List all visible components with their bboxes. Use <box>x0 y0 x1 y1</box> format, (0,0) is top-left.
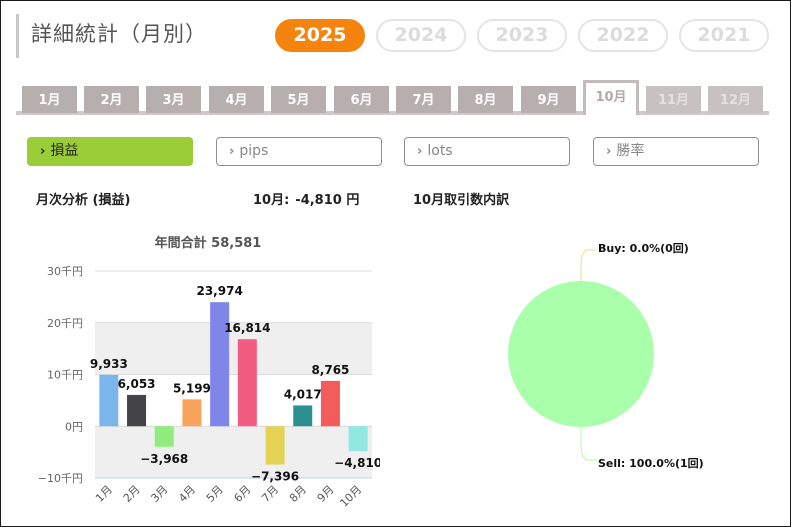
x-tick-label: 4月 <box>176 483 198 505</box>
x-tick-label: 9月 <box>315 483 337 505</box>
x-tick-label: 7月 <box>259 483 281 505</box>
bar <box>154 426 174 447</box>
month-tab-9[interactable]: 9月 <box>521 86 576 113</box>
bar <box>99 374 119 427</box>
trade-breakdown-pie-chart: Buy: 0.0%(0回) Sell: 100.0%(1回) <box>508 241 704 470</box>
pie-connector <box>580 249 596 282</box>
bar <box>237 339 257 427</box>
year-tab-2022[interactable]: 2022 <box>578 19 668 52</box>
month-summary: 10月: -4,810 円 <box>253 189 365 208</box>
year-tab-2025[interactable]: 2025 <box>275 19 365 52</box>
year-tab-2023[interactable]: 2023 <box>477 19 567 52</box>
metric-tab-label: 勝率 <box>616 143 645 159</box>
month-tab-3[interactable]: 3月 <box>146 86 201 113</box>
y-tick-label: 10千円 <box>47 369 83 382</box>
data-label: 16,814 <box>224 321 270 335</box>
metric-tab-label: 損益 <box>50 143 79 159</box>
month-tab-2[interactable]: 2月 <box>84 86 139 113</box>
metric-tab-pips[interactable]: › pips <box>216 137 382 166</box>
month-tab-8[interactable]: 8月 <box>458 86 513 113</box>
pie-connector <box>580 426 596 461</box>
x-tick-label: 1月 <box>93 483 115 505</box>
chevron-right-icon: › <box>229 144 235 159</box>
month-tab-12[interactable]: 12月 <box>708 86 763 113</box>
month-tab-11[interactable]: 11月 <box>646 86 701 113</box>
chart-title: 年間合計 58,581 <box>155 235 262 251</box>
bar <box>210 302 230 427</box>
month-tab-baseline <box>16 111 769 115</box>
y-tick-label: 20千円 <box>47 317 83 330</box>
month-tab-5[interactable]: 5月 <box>271 86 326 113</box>
plot-band <box>95 426 372 478</box>
month-tab-4[interactable]: 4月 <box>209 86 264 113</box>
page-title: 詳細統計（月別） <box>16 14 207 58</box>
month-summary-value: -4,810 円 <box>295 193 360 208</box>
data-label: −7,396 <box>251 470 299 484</box>
data-label: 23,974 <box>196 284 242 298</box>
data-label: 4,017 <box>284 387 322 401</box>
bar <box>320 380 340 427</box>
pie-slice <box>508 281 654 427</box>
x-tick-label: 8月 <box>287 483 309 505</box>
year-tab-2021[interactable]: 2021 <box>679 19 769 52</box>
data-label: 9,933 <box>90 357 128 371</box>
chevron-right-icon: › <box>417 144 423 159</box>
bar <box>293 405 313 427</box>
bar <box>348 426 368 452</box>
metric-tab-label: pips <box>239 143 269 159</box>
y-tick-label: 30千円 <box>47 265 83 278</box>
month-summary-label: 10月: <box>253 193 290 208</box>
data-label: 5,199 <box>173 381 211 395</box>
bar <box>265 426 285 465</box>
y-tick-label: −10千円 <box>38 472 83 485</box>
x-tick-label: 3月 <box>148 483 170 505</box>
x-tick-label: 2月 <box>121 483 143 505</box>
chevron-right-icon: › <box>606 144 612 159</box>
month-tab-6[interactable]: 6月 <box>334 86 389 113</box>
bar <box>182 399 202 427</box>
monthly-profit-bar-chart: 30千円 20千円 10千円 0円 −10千円 年間合計 58,581 9,933 1月 6,0… <box>38 235 380 510</box>
metric-tab-winrate[interactable]: › 勝率 <box>593 137 759 166</box>
monthly-analysis-heading: 月次分析 (損益) <box>36 193 131 208</box>
y-tick-label: 0円 <box>65 420 83 433</box>
data-label: −3,968 <box>140 452 188 466</box>
plot-band <box>95 322 372 375</box>
month-tab-10[interactable]: 10月 <box>583 80 639 115</box>
data-label: 6,053 <box>118 377 156 391</box>
month-tab-7[interactable]: 7月 <box>396 86 451 113</box>
pie-label-buy: Buy: 0.0%(0回) <box>598 241 689 255</box>
year-tab-2024[interactable]: 2024 <box>376 19 466 52</box>
breakdown-heading: 10月取引数内訳 <box>413 193 510 208</box>
chevron-right-icon: › <box>40 144 46 159</box>
x-tick-label: 10月 <box>337 483 364 510</box>
bar <box>127 394 147 427</box>
metric-tab-profit[interactable]: › 損益 <box>27 137 193 166</box>
x-tick-label: 6月 <box>232 483 254 505</box>
data-label: −4,810 <box>334 456 380 470</box>
month-tab-1[interactable]: 1月 <box>22 86 77 113</box>
data-label: 8,765 <box>311 363 349 377</box>
x-tick-label: 5月 <box>204 483 226 505</box>
pie-label-sell: Sell: 100.0%(1回) <box>598 456 704 470</box>
metric-tab-label: lots <box>427 143 453 159</box>
metric-tab-lots[interactable]: › lots <box>404 137 570 166</box>
